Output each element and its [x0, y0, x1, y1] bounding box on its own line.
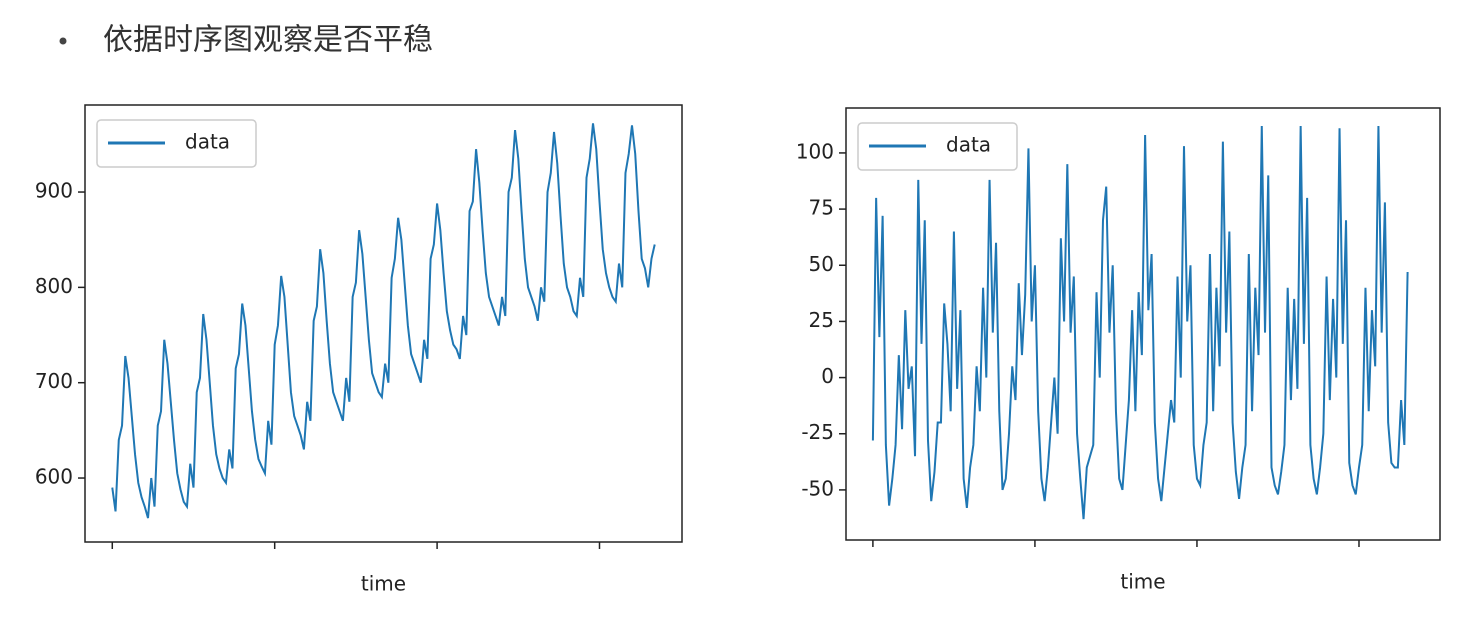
data-line: [111, 123, 656, 519]
y-tick-label: -50: [801, 476, 834, 500]
y-tick-label: 600: [35, 465, 73, 489]
legend-box: [857, 122, 1018, 171]
x-axis-label: time: [1120, 570, 1165, 594]
y-tick-label: 0: [821, 364, 834, 388]
legend-label: data: [185, 130, 230, 154]
legend-label: data: [946, 133, 991, 157]
legend-box: [96, 119, 257, 168]
y-tick-label: 900: [35, 179, 73, 203]
y-tick-label: -25: [801, 420, 834, 444]
y-tick-label: 100: [796, 139, 834, 163]
data-line: [871, 125, 1409, 520]
plot-frame: [84, 104, 683, 543]
x-axis-label: time: [361, 572, 406, 596]
y-tick-label: 25: [809, 308, 834, 332]
bullet: [59, 37, 67, 45]
y-tick-label: 800: [35, 274, 73, 298]
y-tick-label: 700: [35, 369, 73, 393]
y-tick-label: 50: [809, 252, 834, 276]
plot-frame: [845, 107, 1441, 541]
heading: 依据时序图观察是否平稳: [103, 23, 433, 58]
y-tick-label: 75: [809, 196, 834, 220]
